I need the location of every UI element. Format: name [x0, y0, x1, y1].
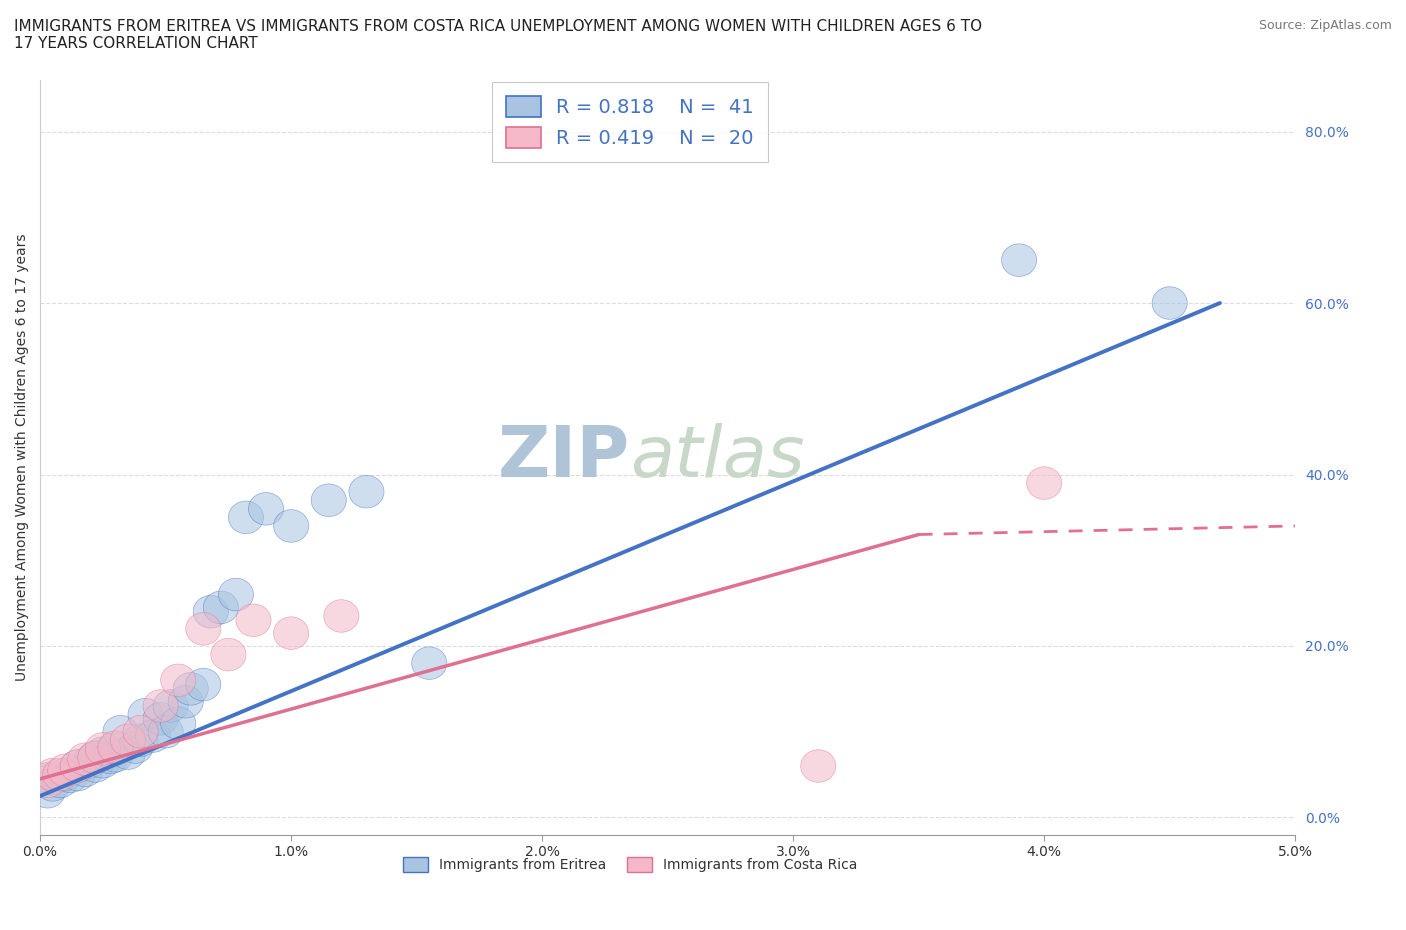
- Ellipse shape: [143, 702, 179, 735]
- Ellipse shape: [274, 510, 309, 542]
- Ellipse shape: [35, 768, 70, 801]
- Ellipse shape: [77, 741, 112, 774]
- Ellipse shape: [67, 743, 103, 776]
- Ellipse shape: [77, 750, 112, 782]
- Ellipse shape: [77, 741, 112, 774]
- Ellipse shape: [30, 776, 65, 808]
- Ellipse shape: [323, 600, 359, 632]
- Ellipse shape: [103, 715, 138, 748]
- Ellipse shape: [160, 664, 195, 697]
- Text: atlas: atlas: [630, 423, 804, 492]
- Ellipse shape: [86, 737, 121, 769]
- Ellipse shape: [67, 754, 103, 787]
- Ellipse shape: [98, 739, 134, 772]
- Ellipse shape: [30, 765, 65, 798]
- Ellipse shape: [186, 613, 221, 645]
- Ellipse shape: [48, 754, 83, 787]
- Text: IMMIGRANTS FROM ERITREA VS IMMIGRANTS FROM COSTA RICA UNEMPLOYMENT AMONG WOMEN W: IMMIGRANTS FROM ERITREA VS IMMIGRANTS FR…: [14, 19, 983, 51]
- Ellipse shape: [236, 604, 271, 636]
- Ellipse shape: [52, 760, 87, 792]
- Ellipse shape: [35, 758, 70, 790]
- Ellipse shape: [73, 746, 108, 778]
- Ellipse shape: [122, 715, 157, 748]
- Ellipse shape: [98, 731, 134, 764]
- Ellipse shape: [249, 493, 284, 525]
- Ellipse shape: [111, 724, 146, 757]
- Ellipse shape: [111, 737, 146, 769]
- Ellipse shape: [86, 733, 121, 765]
- Ellipse shape: [218, 578, 253, 611]
- Ellipse shape: [128, 698, 163, 731]
- Ellipse shape: [1001, 244, 1036, 276]
- Text: Source: ZipAtlas.com: Source: ZipAtlas.com: [1258, 19, 1392, 32]
- Ellipse shape: [169, 685, 204, 718]
- Ellipse shape: [228, 501, 263, 534]
- Ellipse shape: [93, 741, 128, 774]
- Ellipse shape: [173, 672, 208, 705]
- Ellipse shape: [412, 647, 447, 680]
- Ellipse shape: [86, 746, 121, 778]
- Ellipse shape: [1152, 286, 1187, 319]
- Ellipse shape: [42, 758, 77, 790]
- Ellipse shape: [48, 758, 83, 790]
- Ellipse shape: [211, 638, 246, 671]
- Ellipse shape: [60, 750, 96, 782]
- Y-axis label: Unemployment Among Women with Children Ages 6 to 17 years: Unemployment Among Women with Children A…: [15, 233, 30, 681]
- Legend: Immigrants from Eritrea, Immigrants from Costa Rica: Immigrants from Eritrea, Immigrants from…: [394, 848, 866, 881]
- Ellipse shape: [153, 690, 188, 723]
- Ellipse shape: [311, 484, 346, 516]
- Text: ZIP: ZIP: [498, 423, 630, 492]
- Ellipse shape: [60, 758, 96, 790]
- Ellipse shape: [98, 733, 134, 765]
- Ellipse shape: [204, 591, 239, 624]
- Ellipse shape: [135, 720, 170, 752]
- Ellipse shape: [349, 475, 384, 508]
- Ellipse shape: [160, 707, 195, 739]
- Ellipse shape: [60, 750, 96, 782]
- Ellipse shape: [193, 595, 228, 628]
- Ellipse shape: [186, 669, 221, 701]
- Ellipse shape: [1026, 467, 1062, 499]
- Ellipse shape: [30, 763, 65, 795]
- Ellipse shape: [122, 724, 157, 757]
- Ellipse shape: [118, 731, 153, 764]
- Ellipse shape: [148, 715, 183, 748]
- Ellipse shape: [42, 765, 77, 798]
- Ellipse shape: [800, 750, 835, 782]
- Ellipse shape: [143, 690, 179, 723]
- Ellipse shape: [274, 617, 309, 649]
